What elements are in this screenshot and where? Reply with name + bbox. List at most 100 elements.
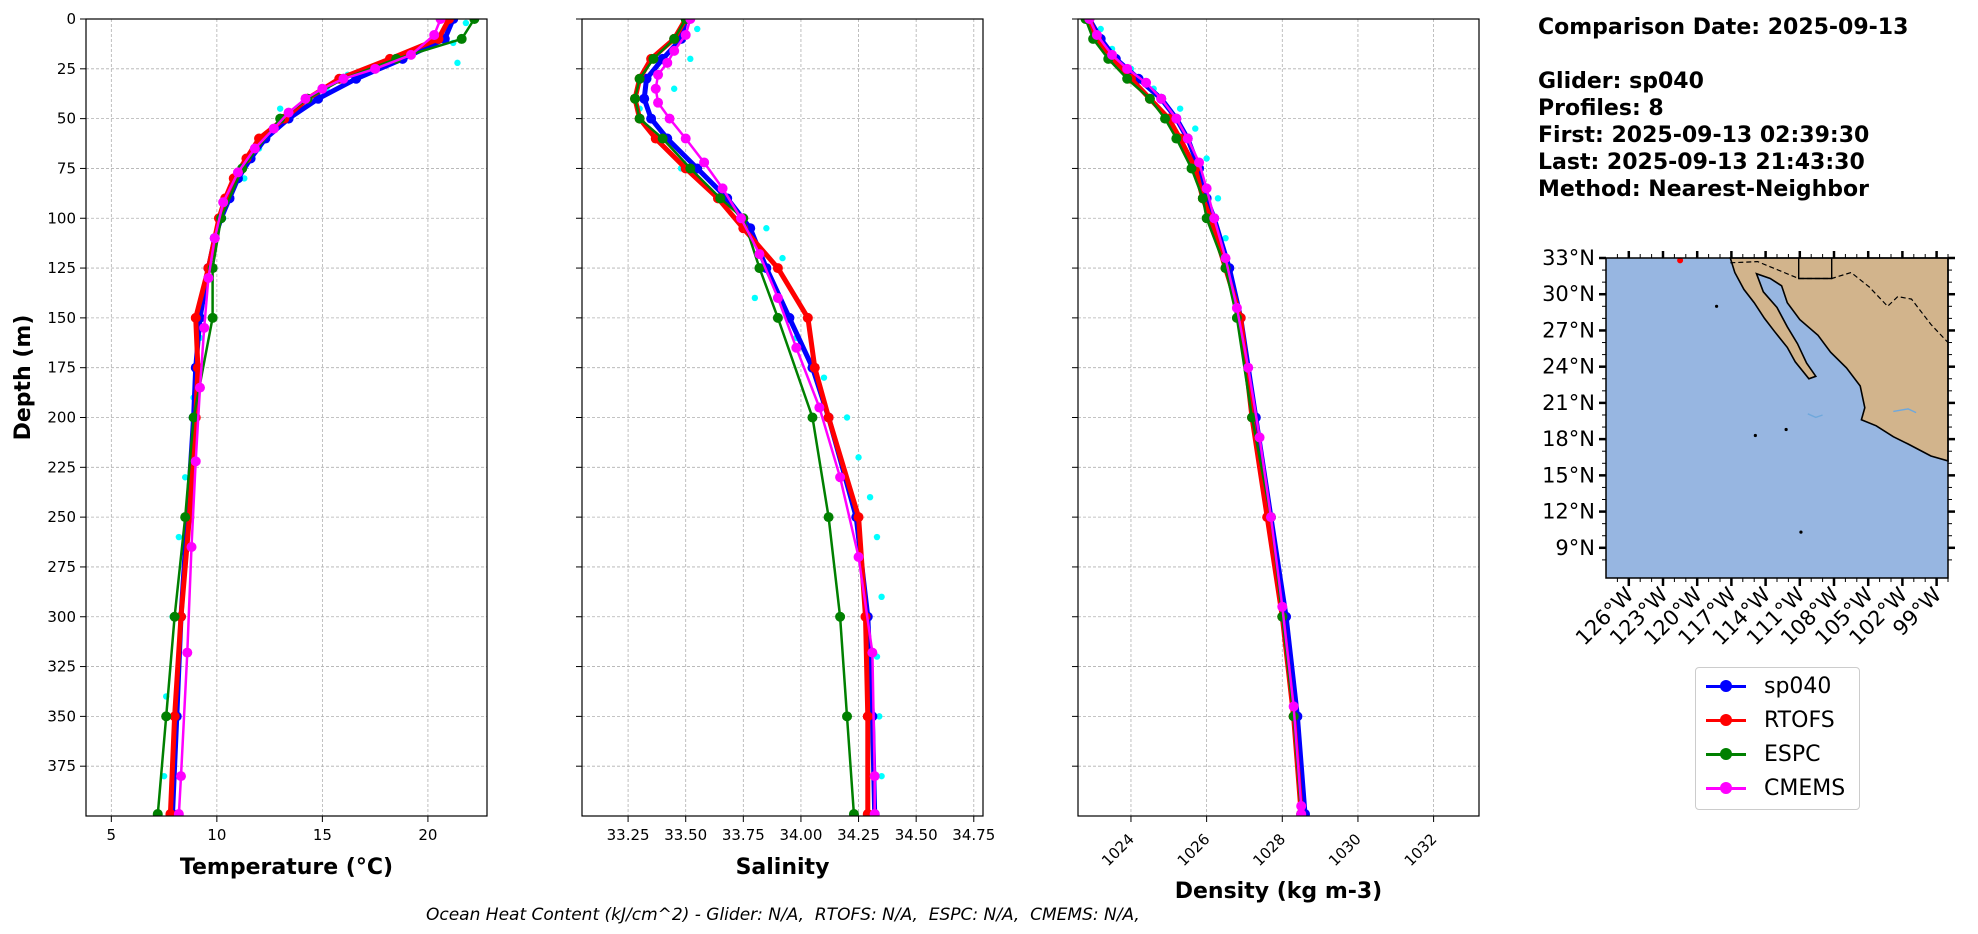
series-point-rtofs (169, 711, 180, 722)
state-border (1797, 258, 1833, 280)
scatter-point (866, 494, 874, 501)
lat-label: 9°N (1555, 536, 1595, 560)
x-tick-label: 34.25 (837, 826, 880, 844)
series-point-rtofs (444, 19, 455, 24)
y-tick-label: 25 (57, 60, 76, 78)
series-point-rtofs (165, 809, 176, 816)
series-point-cmems (1231, 302, 1242, 313)
series-line-cmems (1088, 19, 1303, 814)
y-tick-label: 200 (47, 409, 76, 427)
panel-temperature: 0 25 50 75 100 125 150 175 200 225 250 275 300 325 350… (11, 10, 488, 880)
series-point-cmems (268, 123, 279, 134)
scatter-point (1176, 105, 1184, 112)
scatter-point (276, 105, 284, 112)
island (1799, 530, 1803, 534)
island (1714, 304, 1719, 308)
series-point-cmems (1084, 19, 1095, 24)
series-point-espc (152, 809, 163, 816)
y-tick-label: 275 (47, 558, 76, 576)
series-point-cmems (429, 29, 440, 40)
y-tick-label: 350 (47, 707, 76, 725)
lat-label: 30°N (1542, 282, 1595, 306)
series-point-espc (807, 412, 818, 423)
series-point-espc (1122, 73, 1133, 84)
x-tick-label: 1026 (1174, 830, 1214, 870)
series-point-cmems (232, 167, 243, 178)
series-point-rtofs (823, 412, 834, 423)
scatter-point (820, 374, 828, 381)
series-point-cmems (754, 249, 765, 260)
series-point-espc (207, 312, 218, 323)
series-point-espc (456, 33, 467, 44)
series-point-cmems (1122, 63, 1133, 74)
series-point-espc (1197, 193, 1208, 204)
plot-area (630, 19, 885, 816)
legend-item-cmems: CMEMS (1706, 774, 1856, 804)
legend-label: ESPC (1764, 742, 1821, 767)
scatter-point (687, 55, 694, 63)
series-point-cmems (218, 197, 229, 208)
series-line-rtofs (1086, 19, 1304, 815)
series-point-espc (685, 163, 696, 174)
country-border (1730, 260, 1949, 343)
interpolation-method: Method: Nearest-Neighbor (1538, 177, 1869, 202)
series-point-cmems (1277, 601, 1288, 612)
series-point-rtofs (853, 512, 864, 523)
lat-label: 24°N (1542, 355, 1595, 379)
x-tick-label: 33.75 (722, 826, 765, 844)
island (1753, 433, 1757, 438)
scatter-point (873, 533, 881, 541)
series-point-cmems (1194, 157, 1205, 168)
series-point-cmems (669, 45, 680, 56)
series-point-cmems (175, 771, 186, 782)
x-axis-label: Temperature (°C) (180, 855, 393, 880)
x-axis-label: Salinity (736, 855, 830, 880)
lat-label: 27°N (1542, 318, 1595, 342)
series-point-cmems (1156, 93, 1167, 104)
series-point-sp040 (646, 113, 657, 124)
x-tick-label: 1024 (1098, 830, 1138, 870)
series-point-espc (469, 19, 480, 24)
legend-item-rtofs: RTOFS (1706, 706, 1856, 736)
series-point-cmems (199, 322, 210, 333)
last-profile-time: Last: 2025-09-13 21:43:30 (1538, 150, 1865, 175)
series-point-cmems (1201, 183, 1212, 194)
y-tick-label: 375 (47, 757, 76, 775)
plot-area (152, 19, 480, 816)
series-line-rtofs (167, 19, 452, 815)
scatter-point (1192, 125, 1199, 132)
series-point-espc (754, 263, 765, 274)
lat-label: 33°N (1542, 246, 1595, 270)
series-point-cmems (1288, 701, 1299, 712)
series-point-espc (275, 113, 286, 124)
scatter-point (670, 85, 678, 92)
x-tick-label: 34.75 (952, 826, 995, 844)
series-point-cmems (1220, 253, 1231, 264)
scatter-point (878, 772, 885, 780)
series-point-espc (169, 611, 180, 622)
series-point-cmems (653, 97, 664, 108)
series-point-sp040 (692, 163, 703, 174)
series-point-cmems (869, 771, 880, 782)
series-point-espc (1247, 412, 1258, 423)
series-point-cmems (1254, 432, 1265, 443)
series-point-cmems (283, 107, 294, 118)
scatter-point (454, 59, 461, 67)
series-point-cmems (194, 382, 205, 393)
series-point-espc (630, 93, 641, 104)
series-point-cmems (736, 213, 747, 224)
series-point-cmems (680, 133, 691, 144)
lat-label: 18°N (1542, 427, 1595, 451)
scatter-point (462, 19, 470, 27)
series-point-cmems (209, 233, 220, 244)
x-tick-label: 1028 (1249, 830, 1289, 870)
series-point-cmems (435, 19, 446, 24)
series-point-rtofs (809, 362, 820, 373)
series-line-espc (1084, 19, 1303, 815)
series-point-rtofs (190, 312, 201, 323)
series-point-cmems (717, 183, 728, 194)
comparison-date: Comparison Date: 2025-09-13 (1538, 15, 1909, 40)
profile-count: Profiles: 8 (1538, 96, 1664, 121)
series-point-cmems (664, 113, 675, 124)
